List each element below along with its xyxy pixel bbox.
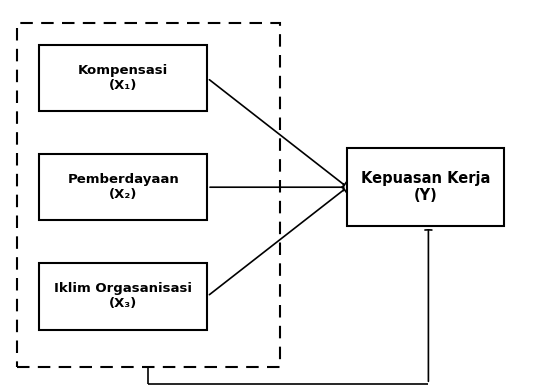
Bar	[39, 154, 207, 220]
Text: Iklim Orgasanisasi
(X₃): Iklim Orgasanisasi (X₃)	[54, 282, 192, 310]
Bar	[347, 148, 504, 226]
Bar	[39, 45, 207, 111]
Text: Kompensasi
(X₁): Kompensasi (X₁)	[78, 64, 169, 92]
Bar	[17, 23, 280, 367]
Text: Kepuasan Kerja
(Y): Kepuasan Kerja (Y)	[361, 171, 491, 204]
Bar	[39, 263, 207, 330]
Text: Pemberdayaan
(X₂): Pemberdayaan (X₂)	[67, 173, 179, 201]
